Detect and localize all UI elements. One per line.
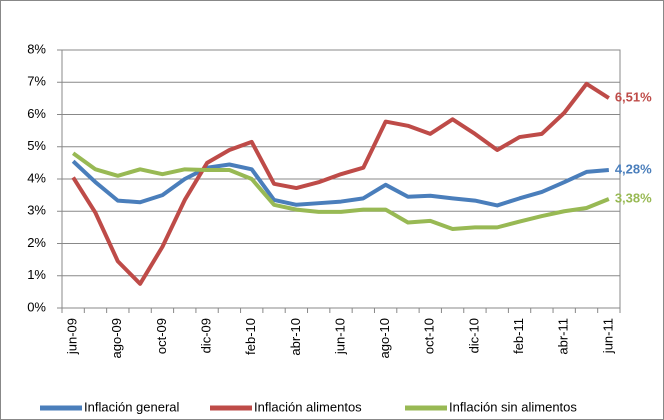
y-tick-label: 7% xyxy=(27,74,46,89)
x-tick-label: feb-11 xyxy=(511,318,526,354)
series-line xyxy=(71,159,610,208)
x-tick-label: ago-09 xyxy=(109,318,124,358)
x-tick-label: ago-10 xyxy=(377,318,392,358)
y-tick-label: 4% xyxy=(27,170,46,185)
data-label: 3,38% xyxy=(615,190,652,205)
x-tick-label: feb-10 xyxy=(243,318,258,355)
y-tick-label: 3% xyxy=(27,203,46,218)
x-tick-label: jun-11 xyxy=(600,318,615,354)
legend-label: Inflación alimentos xyxy=(254,399,362,414)
data-label: 4,28% xyxy=(615,161,652,176)
x-tick-label: jun-10 xyxy=(332,318,347,355)
y-tick-label: 8% xyxy=(27,41,46,56)
y-tick-label: 6% xyxy=(27,106,46,121)
y-tick-label: 1% xyxy=(27,267,46,282)
legend-label: Inflación general xyxy=(84,399,180,414)
x-tick-label: oct-10 xyxy=(422,318,437,354)
x-tick-label: oct-09 xyxy=(154,318,169,354)
x-tick-label: dic-09 xyxy=(199,318,214,353)
x-tick-label: jun-09 xyxy=(65,318,80,355)
legend-label: Inflación sin alimentos xyxy=(449,399,577,414)
y-tick-label: 0% xyxy=(27,299,46,314)
data-label: 6,51% xyxy=(615,89,652,104)
x-tick-label: abr-11 xyxy=(556,318,571,355)
series-line xyxy=(71,81,610,286)
x-tick-label: abr-10 xyxy=(288,318,303,356)
x-tick-label: dic-10 xyxy=(466,318,481,353)
y-tick-label: 5% xyxy=(27,138,46,153)
series-line xyxy=(71,151,610,231)
y-tick-label: 2% xyxy=(27,235,46,250)
